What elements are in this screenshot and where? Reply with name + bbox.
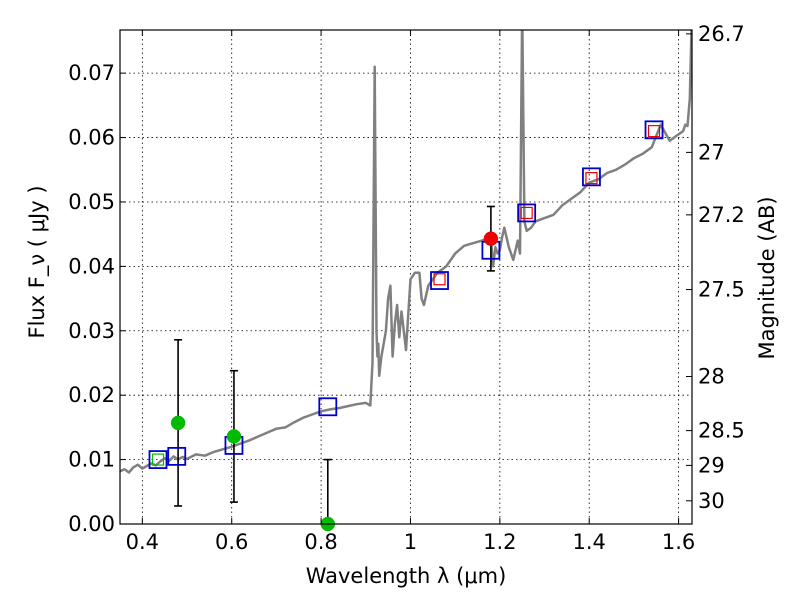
y-tick-label: 0.00 xyxy=(68,512,115,536)
plot-frame xyxy=(119,29,693,525)
magnitude-tick-label: 27 xyxy=(698,140,725,164)
marker-layer xyxy=(148,120,664,532)
magnitude-tick-label: 30 xyxy=(698,489,725,513)
y-tick-label: 0.02 xyxy=(68,383,115,407)
grid xyxy=(120,30,692,525)
y-axis-title-right: Magnitude (AB) xyxy=(755,196,779,359)
tick-layer: 0.4 0.6 0.8 1 1.2 1.4 1.6 0.00 0.01 0.02 0.03 0.04 0… xyxy=(68,22,745,554)
x-tick-label: 1.4 xyxy=(573,530,606,554)
observed-detection-square xyxy=(520,206,533,220)
observed-detection-square xyxy=(585,172,598,185)
x-tick-label: 1 xyxy=(404,530,417,554)
magnitude-tick-label: 28 xyxy=(698,365,725,389)
observed-detection-point xyxy=(226,429,242,444)
x-tick-label: 0.4 xyxy=(126,530,159,554)
model-photometry-point xyxy=(517,203,537,223)
x-tick-label: 1.6 xyxy=(662,530,695,554)
model-photometry-point xyxy=(148,450,168,469)
model-sed-line xyxy=(120,30,692,474)
model-photometry-point xyxy=(167,446,187,466)
y-tick-label: 0.07 xyxy=(68,61,115,85)
magnitude-tick-label: 27.5 xyxy=(698,278,745,302)
magnitude-tick-label: 28.5 xyxy=(698,419,745,443)
model-sed-layer xyxy=(120,30,692,474)
observed-detection-point xyxy=(170,415,186,431)
y-tick-label: 0.05 xyxy=(68,190,115,214)
x-tick-label: 1.2 xyxy=(483,530,516,554)
observed-detection-point xyxy=(483,231,499,246)
error-bar-layer xyxy=(174,205,495,525)
observed-detection-square xyxy=(151,453,165,466)
model-photometry-point xyxy=(582,167,601,187)
model-photometry-point xyxy=(318,397,338,417)
magnitude-tick-label: 29 xyxy=(698,453,725,477)
y-tick-label: 0.03 xyxy=(68,319,115,343)
observed-detection-square xyxy=(433,273,446,286)
y-tick-label: 0.06 xyxy=(68,126,115,150)
observed-detection-square xyxy=(647,125,661,138)
y-tick-label: 0.04 xyxy=(68,254,115,278)
magnitude-tick-label: 27.2 xyxy=(698,203,745,227)
y-tick-label: 0.01 xyxy=(68,448,115,472)
magnitude-tick-label: 26.7 xyxy=(698,22,745,46)
x-axis-title: Wavelength λ (μm) xyxy=(306,564,507,588)
y-axis-title-left: Flux F_ν ( μJy ) xyxy=(25,185,50,338)
model-photometry-point xyxy=(644,120,664,140)
x-tick-label: 0.6 xyxy=(215,530,248,554)
x-tick-label: 0.8 xyxy=(304,530,337,554)
model-photometry-point xyxy=(430,271,449,290)
